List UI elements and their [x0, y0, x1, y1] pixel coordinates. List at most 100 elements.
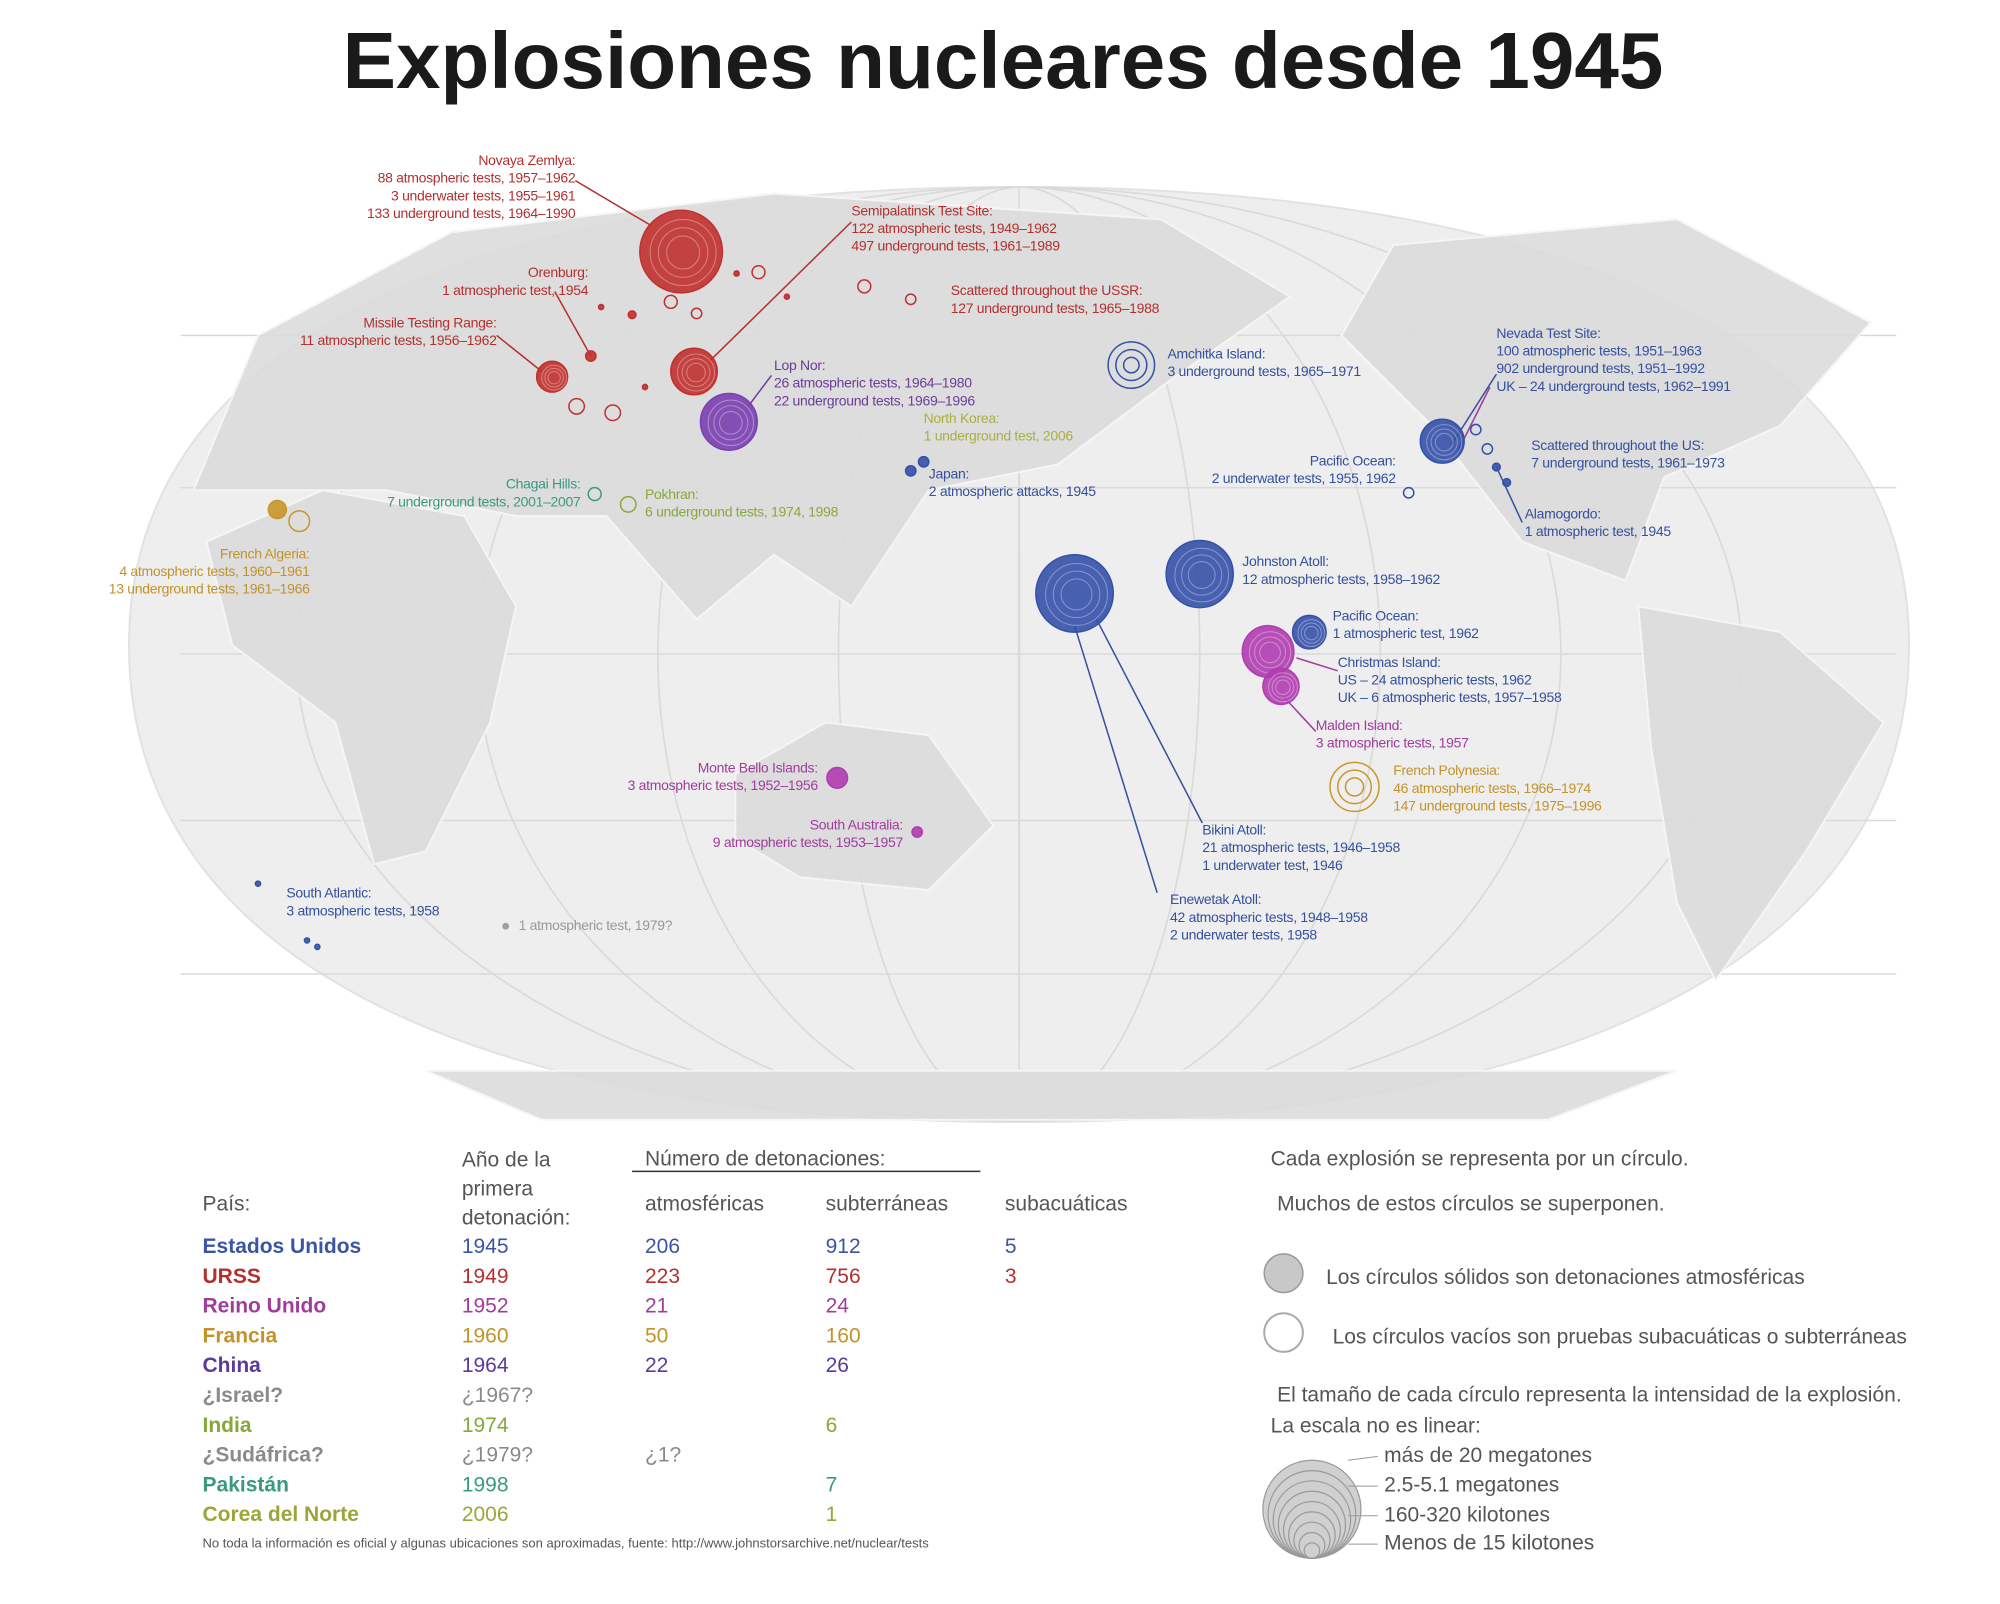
atmospheric-circle	[502, 922, 510, 930]
underground-circle	[619, 495, 637, 513]
annotation-text: 1 underground test, 2006	[924, 428, 1074, 444]
annotation-text: 2 underwater tests, 1958	[1170, 926, 1317, 942]
annotation-text: 88 atmospheric tests, 1957–1962	[378, 170, 576, 186]
detonation-count: 160	[826, 1324, 861, 1347]
annotation-text: Enewetak Atoll:	[1170, 891, 1261, 907]
leader-line	[574, 179, 652, 227]
atmospheric-circle	[699, 392, 758, 451]
atmospheric-circle	[584, 350, 597, 362]
overlap-ring	[1275, 679, 1291, 696]
annotation-text: 4 atmospheric tests, 1960–1961	[119, 563, 310, 579]
detonation-count: 5	[1005, 1235, 1017, 1258]
legend-text: El tamaño de cada círculo representa la …	[1277, 1383, 1902, 1406]
detonation-count: 21	[645, 1295, 668, 1318]
annotation-text: Christmas Island:	[1338, 654, 1441, 670]
scale-label: 160-320 kilotones	[1384, 1503, 1550, 1526]
first-year: 1960	[462, 1324, 509, 1347]
annotation-text: 497 underground tests, 1961–1989	[851, 238, 1060, 254]
overlap-ring	[713, 405, 749, 441]
annotation-text: 3 atmospheric tests, 1958	[286, 902, 439, 918]
first-year: ¿1979?	[462, 1444, 533, 1467]
legend-hollow-circle	[1263, 1312, 1304, 1353]
underground-circle	[1107, 341, 1156, 390]
annotation-text: Lop Nor:	[774, 357, 825, 373]
country-name: Reino Unido	[203, 1295, 327, 1318]
detonation-count: 1	[826, 1503, 838, 1526]
underground-circle	[663, 294, 678, 310]
leader-line	[1073, 625, 1158, 893]
underground-circle	[857, 279, 872, 294]
atmospheric-circle	[1491, 462, 1502, 472]
country-name: URSS	[203, 1265, 261, 1288]
atmospheric-circle	[911, 826, 924, 838]
underground-circle	[1344, 777, 1365, 797]
atmospheric-circle	[1502, 477, 1512, 488]
overlap-ring	[544, 367, 564, 388]
legend-text: Cada explosión se representa por un círc…	[1271, 1147, 1689, 1170]
annotation-text: 133 underground tests, 1964–1990	[367, 205, 576, 221]
detonation-count: 756	[826, 1265, 861, 1288]
overlap-ring	[1187, 561, 1216, 589]
annotation-text: 127 underground tests, 1965–1988	[951, 300, 1160, 316]
underground-circle	[1115, 348, 1148, 382]
first-year: 1974	[462, 1414, 509, 1437]
atmospheric-circle	[627, 310, 637, 320]
overlap-ring	[1297, 619, 1326, 648]
annotation-text: Novaya Zemlya:	[478, 152, 575, 168]
atmospheric-circle	[314, 943, 321, 951]
overlap-ring	[707, 399, 755, 447]
underground-circle	[1481, 443, 1494, 455]
overlap-ring	[1304, 625, 1319, 641]
landmass	[205, 489, 518, 866]
overlap-ring	[657, 227, 709, 278]
overlap-ring	[1181, 554, 1223, 596]
annotation-text: 7 underground tests, 2001–2007	[387, 493, 581, 509]
legend-text: Muchos de estos círculos se superponen.	[1277, 1192, 1665, 1215]
annotation-text: 13 underground tests, 1961–1966	[109, 581, 310, 597]
atmospheric-circle	[1291, 614, 1327, 650]
annotation-text: Malden Island:	[1316, 717, 1403, 733]
atmospheric-circle	[904, 464, 917, 477]
annotation-text: 2 atmospheric attacks, 1945	[929, 483, 1097, 499]
scale-leader	[1347, 1455, 1378, 1461]
annotation-text: French Polynesia:	[1393, 762, 1500, 778]
annotation-text: 7 underground tests, 1961–1973	[1531, 455, 1725, 471]
atmospheric-circle	[670, 347, 718, 396]
leader-line	[554, 291, 592, 357]
annotation-text: 46 atmospheric tests, 1966–1974	[1393, 780, 1591, 796]
landmass	[1637, 605, 1885, 983]
footnote: No toda la información es oficial y algu…	[203, 1536, 930, 1551]
atmospheric-circle	[1165, 539, 1234, 609]
underground-circle	[1402, 486, 1415, 499]
annotation-text: Pacific Ocean:	[1333, 607, 1419, 623]
annotation-text: UK – 6 atmospheric tests, 1957–1958	[1338, 689, 1562, 705]
scale-circle	[1303, 1542, 1321, 1559]
table-header: subacuáticas	[1005, 1192, 1128, 1215]
underground-circle	[568, 397, 586, 415]
atmospheric-circle	[639, 209, 724, 294]
first-year: 2006	[462, 1503, 509, 1526]
country-name: China	[203, 1354, 262, 1377]
annotation-text: 42 atmospheric tests, 1948–1958	[1170, 909, 1368, 925]
leader-line	[1495, 466, 1523, 523]
annotation-text: 6 underground tests, 1974, 1998	[645, 504, 839, 520]
country-name: Pakistán	[203, 1473, 289, 1496]
overlap-ring	[666, 235, 701, 270]
annotation-text: Chagai Hills:	[506, 476, 581, 492]
atmospheric-circle	[267, 499, 288, 520]
title: Explosiones nucleares desde 1945	[343, 16, 1664, 105]
detonation-count: 3	[1005, 1265, 1017, 1288]
detonation-count: 206	[645, 1235, 680, 1258]
annotation-text: Nevada Test Site:	[1496, 325, 1600, 341]
underground-circle	[904, 293, 917, 306]
annotation-text: Orenburg:	[528, 264, 588, 280]
overlap-ring	[1052, 570, 1101, 619]
scale-label: Menos de 15 kilotones	[1384, 1532, 1594, 1555]
underground-circle	[751, 264, 766, 280]
annotation-text: 3 underground tests, 1965–1971	[1167, 363, 1361, 379]
overlap-ring	[676, 353, 716, 392]
leader-line	[1095, 618, 1203, 824]
overlap-ring	[1259, 641, 1281, 664]
scale-circle	[1262, 1459, 1362, 1559]
annotation-text: 122 atmospheric tests, 1949–1962	[851, 220, 1057, 236]
